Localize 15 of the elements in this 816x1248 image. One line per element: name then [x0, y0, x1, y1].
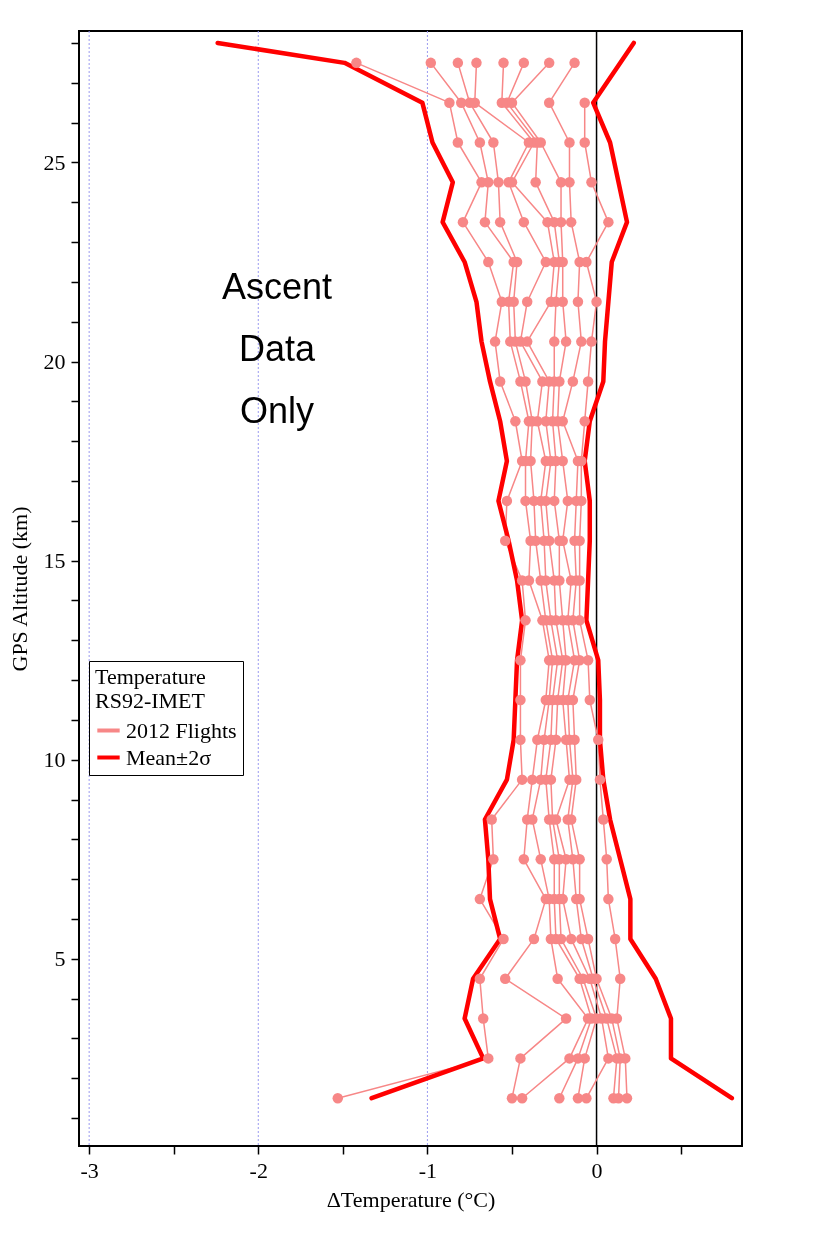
x-tick-label: 0	[591, 1157, 603, 1183]
annotation: Ascent Data Only	[221, 266, 333, 431]
x-tick-label: -2	[249, 1157, 268, 1183]
y-axis-title: GPS Altitude (km)	[6, 506, 32, 672]
legend-label: Mean±2σ	[126, 744, 212, 770]
x-axis-title: ΔTemperature (°C)	[326, 1186, 496, 1212]
x-tick-label: -3	[80, 1157, 99, 1183]
legend-title: Temperature RS92-IMET	[95, 664, 206, 713]
y-tick-label: 25	[43, 149, 66, 175]
x-tick-label: -1	[418, 1157, 438, 1183]
legend-label: 2012 Flights	[126, 717, 237, 743]
y-tick-label: 20	[43, 349, 66, 375]
y-tick-label: 15	[43, 548, 66, 574]
y-tick-label: 5	[54, 946, 66, 972]
y-tick-label: 10	[43, 747, 66, 773]
